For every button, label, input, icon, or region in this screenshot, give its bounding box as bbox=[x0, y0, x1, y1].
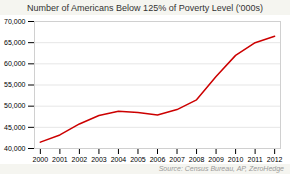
svg-text:2000: 2000 bbox=[33, 156, 49, 163]
svg-text:65,000: 65,000 bbox=[4, 39, 26, 46]
svg-text:50,000: 50,000 bbox=[4, 102, 26, 109]
svg-text:2008: 2008 bbox=[189, 156, 205, 163]
svg-text:2009: 2009 bbox=[208, 156, 224, 163]
svg-text:2004: 2004 bbox=[111, 156, 127, 163]
svg-text:2002: 2002 bbox=[72, 156, 88, 163]
html-text:Source: Census Bureau, AP, Zer: Source: Census Bureau, AP, ZeroHedge bbox=[158, 165, 284, 172]
svg-text:60,000: 60,000 bbox=[4, 60, 26, 67]
svg-text:2006: 2006 bbox=[150, 156, 166, 163]
html-text:Number of Americans Below 125%: Number of Americans Below 125% of Povert… bbox=[27, 3, 263, 13]
svg-text:55,000: 55,000 bbox=[4, 81, 26, 88]
svg-text:45,000: 45,000 bbox=[4, 124, 26, 131]
svg-text:2012: 2012 bbox=[267, 156, 283, 163]
svg-text:2003: 2003 bbox=[91, 156, 107, 163]
svg-text:40,000: 40,000 bbox=[4, 145, 26, 152]
svg-text:2001: 2001 bbox=[52, 156, 68, 163]
svg-text:2011: 2011 bbox=[248, 156, 263, 163]
svg-text:2010: 2010 bbox=[228, 156, 244, 163]
svg-text:70,000: 70,000 bbox=[4, 18, 26, 25]
svg-text:2007: 2007 bbox=[169, 156, 185, 163]
svg-text:2005: 2005 bbox=[130, 156, 146, 163]
